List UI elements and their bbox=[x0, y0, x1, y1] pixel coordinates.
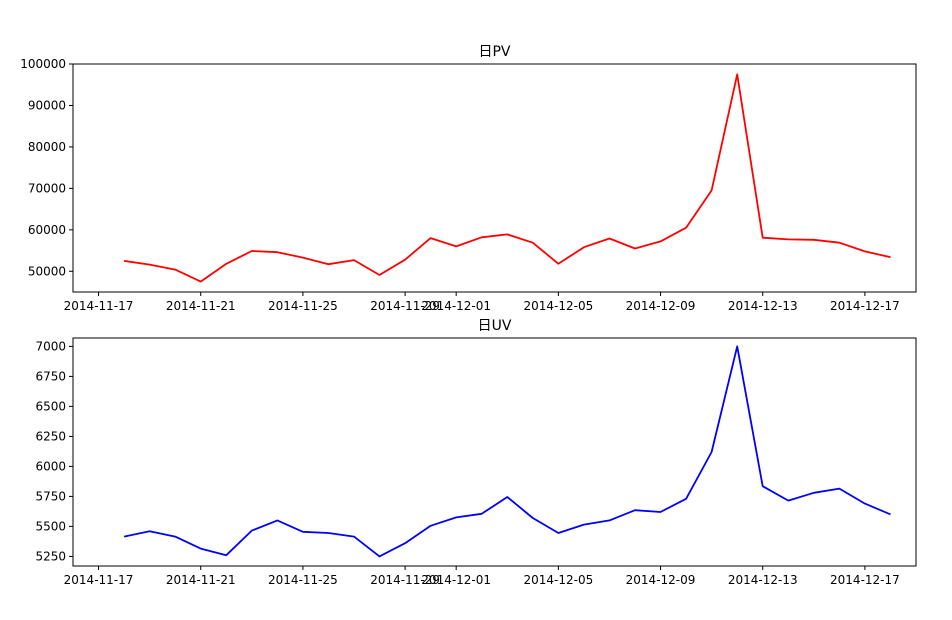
y-tick-label: 6750 bbox=[35, 369, 66, 383]
y-tick-label: 5500 bbox=[35, 519, 66, 533]
series-line bbox=[123, 73, 891, 283]
x-tick-label: 2014-12-09 bbox=[626, 573, 696, 587]
y-tick-label: 60000 bbox=[28, 223, 66, 237]
chart-panel-2: 日UV 5250 5500 5750 6000 6250 6500 6750 7000 2014-… bbox=[35, 318, 917, 587]
x-tick-label: 2014-11-25 bbox=[268, 573, 338, 587]
chart-panel-1: 日PV 50000 60000 70000 80000 90000 100000 2014-1… bbox=[20, 44, 917, 313]
y-tick-label: 6250 bbox=[35, 429, 66, 443]
x-tick-label: 2014-11-29 bbox=[370, 573, 440, 587]
x-tick-label: 2014-11-17 bbox=[64, 299, 134, 313]
x-tick-label: 2014-11-29 bbox=[370, 299, 440, 313]
chart-title: 日PV bbox=[478, 44, 510, 60]
x-tick-label: 2014-11-25 bbox=[268, 299, 338, 313]
x-tick-label: 2014-12-05 bbox=[523, 299, 593, 313]
x-tick-label: 2014-11-21 bbox=[166, 573, 236, 587]
chart-title: 日UV bbox=[478, 318, 512, 334]
x-tick-label: 2014-12-01 bbox=[421, 573, 491, 587]
plot-frame bbox=[72, 337, 917, 567]
x-tick-label: 2014-12-17 bbox=[830, 299, 900, 313]
y-tick-label: 5250 bbox=[35, 549, 66, 563]
y-tick-label: 50000 bbox=[28, 264, 66, 278]
x-tick-label: 2014-12-01 bbox=[421, 299, 491, 313]
x-tick-label: 2014-11-21 bbox=[166, 299, 236, 313]
y-tick-label: 6000 bbox=[35, 459, 66, 473]
series-line bbox=[123, 345, 891, 558]
x-tick-label: 2014-12-13 bbox=[728, 299, 798, 313]
y-tick-label: 5750 bbox=[35, 489, 66, 503]
x-tick-label: 2014-12-17 bbox=[830, 573, 900, 587]
x-tick-label: 2014-12-13 bbox=[728, 573, 798, 587]
x-tick-label: 2014-12-05 bbox=[523, 573, 593, 587]
y-tick-label: 7000 bbox=[35, 339, 66, 353]
y-tick-label: 90000 bbox=[28, 98, 66, 112]
x-tick-label: 2014-12-09 bbox=[626, 299, 696, 313]
plot-frame bbox=[72, 63, 917, 293]
x-tick-label: 2014-11-17 bbox=[64, 573, 134, 587]
y-tick-label: 100000 bbox=[20, 57, 66, 71]
y-tick-label: 80000 bbox=[28, 140, 66, 154]
y-tick-label: 6500 bbox=[35, 399, 66, 413]
y-tick-label: 70000 bbox=[28, 181, 66, 195]
